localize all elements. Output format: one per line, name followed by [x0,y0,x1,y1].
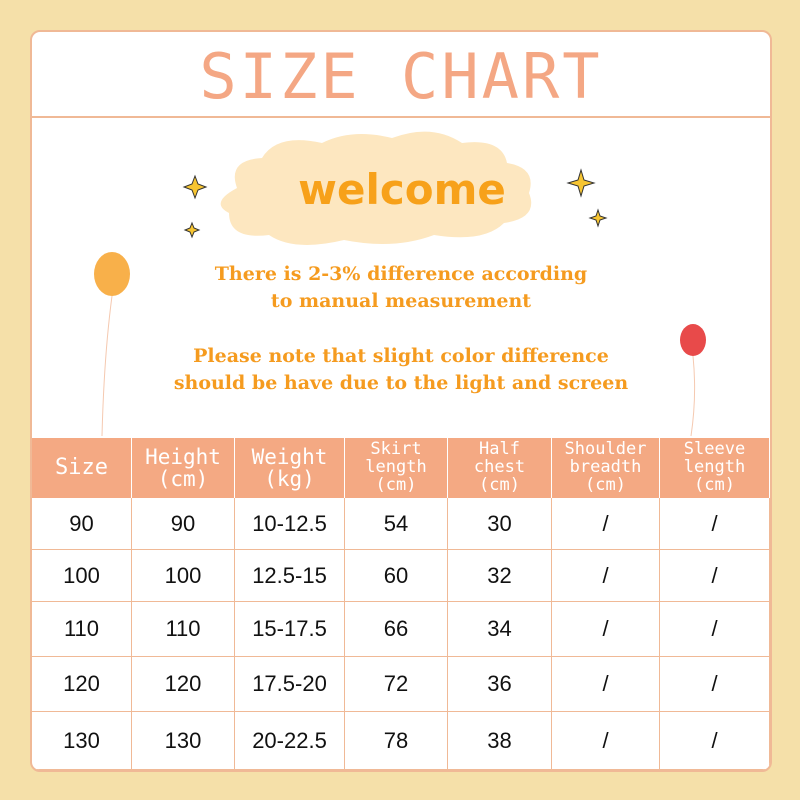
header-text: Half [479,439,520,460]
header-text: Sleeve [683,439,746,460]
table-cell: 38 [448,712,552,770]
note-line: to manual measurement [270,290,532,312]
header-text: breadth [569,457,642,478]
table-cell: 90 [132,498,235,550]
table-cell: 15-17.5 [235,602,345,657]
size-table: Size Height (cm) Weight (kg) Skirt length (cm) H… [32,438,770,770]
card: SIZE CHART welcome There is 2-3% differe… [30,30,772,772]
header-cell: Height (cm) [132,438,235,498]
header-cell: Skirt length (cm) [345,438,448,498]
table-cell: 130 [132,712,235,770]
table-cell: / [660,712,770,770]
table-cell: 60 [345,550,448,602]
table-cell: 34 [448,602,552,657]
header-text: length [365,457,427,478]
table-cell: 30 [448,498,552,550]
header-cell: Shoulder breadth (cm) [552,438,660,498]
header-text: Height [145,444,221,469]
header-text: Size [55,455,108,481]
header-cell: Half chest (cm) [448,438,552,498]
table-cell: / [660,550,770,602]
table-cell: / [552,712,660,770]
table-cell: / [552,550,660,602]
header-text: Shoulder [564,439,647,460]
welcome: welcome [298,165,506,214]
note: There is 2-3% difference according to ma… [32,261,770,315]
header-text: length [683,457,746,478]
header-text: Skirt [370,439,422,460]
table-cell: 100 [32,550,132,602]
table-cell: / [552,602,660,657]
decoration [94,131,706,437]
note-line: Please note that slight color difference [193,345,609,367]
header-text: Weight [251,444,328,469]
header-text: (cm) [375,474,417,495]
table-cell: 20-22.5 [235,712,345,770]
header-text: chest [473,457,526,478]
table-cell: 66 [345,602,448,657]
table-cell: 72 [345,657,448,712]
table-cell: 78 [345,712,448,770]
table-cell: / [660,602,770,657]
header-cell: Sleeve length (cm) [660,438,770,498]
note-line: There is 2-3% difference according [214,263,588,285]
header-cell: Size [32,438,132,498]
header-cell: Weight (kg) [235,438,345,498]
table-cell: 36 [448,657,552,712]
title: SIZE CHART [199,40,603,113]
table-cell: 120 [32,657,132,712]
table-cell: / [660,498,770,550]
table-cell: 110 [132,602,235,657]
table-cell: 10-12.5 [235,498,345,550]
table-cell: / [552,498,660,550]
header-text: (cm) [694,474,735,495]
header-text: (kg) [264,467,315,491]
table-cell: 12.5-15 [235,550,345,602]
table-cell: 17.5-20 [235,657,345,712]
title-bar: SIZE CHART [32,32,770,118]
table-cell: 130 [32,712,132,770]
table-cell: 120 [132,657,235,712]
table-cell: / [552,657,660,712]
table-cell: 54 [345,498,448,550]
table-cell: 32 [448,550,552,602]
note: Please note that slight color difference… [32,343,770,397]
table-cell: 110 [32,602,132,657]
header-text: (cm) [479,474,520,495]
header-text: (cm) [157,467,209,491]
header-text: (cm) [585,474,626,495]
table-cell: 90 [32,498,132,550]
table-cell: / [660,657,770,712]
table-cell: 100 [132,550,235,602]
note-line: should be have due to the light and scre… [173,372,629,394]
